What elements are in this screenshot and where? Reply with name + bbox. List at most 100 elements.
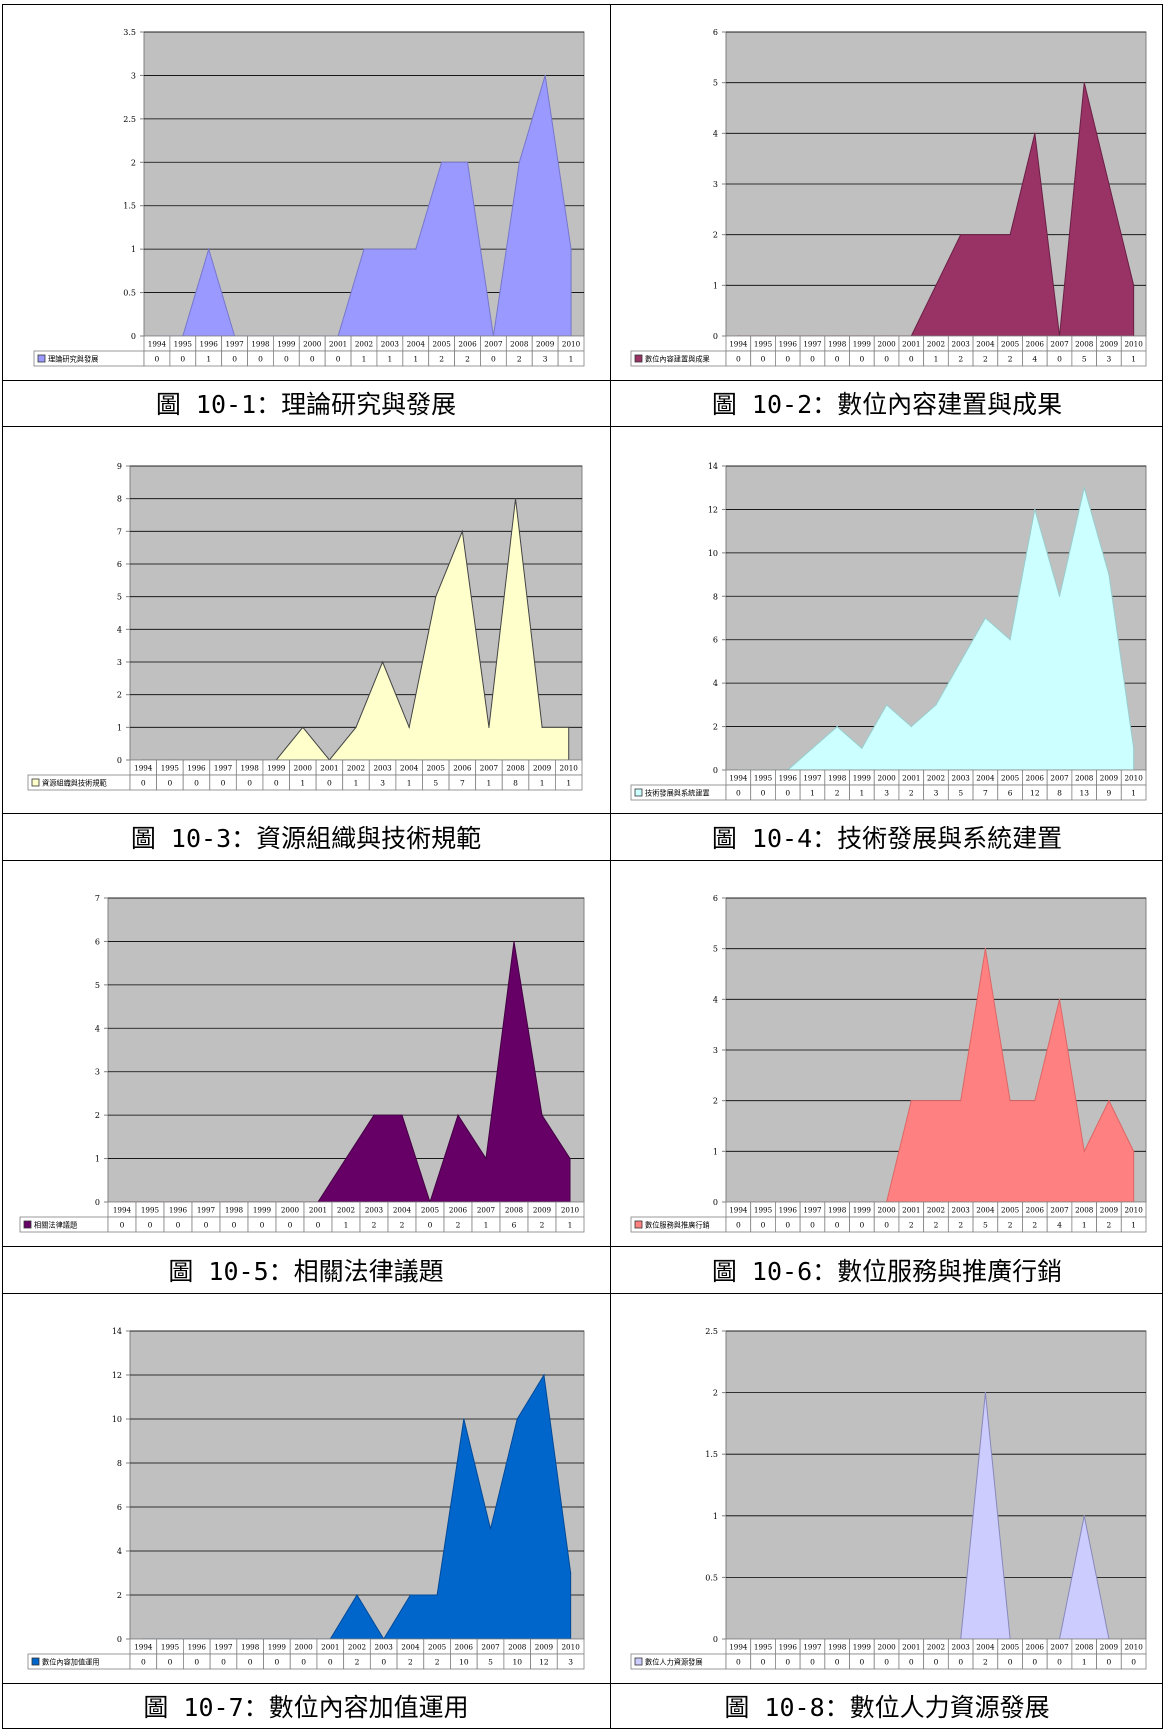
data-point (408, 726, 410, 728)
data-label: 2 (909, 789, 914, 798)
data-label: 0 (232, 1221, 237, 1230)
x-tick-label: 2000 (294, 1643, 313, 1652)
y-tick-label: 8 (713, 592, 718, 601)
x-tick-label: 2006 (1026, 1206, 1045, 1215)
x-tick-label: 1998 (828, 1643, 847, 1652)
x-tick-label: 2009 (535, 1643, 554, 1652)
data-label: 0 (167, 779, 172, 788)
data-point (1034, 132, 1036, 134)
x-tick-label: 2005 (1001, 1206, 1020, 1215)
data-point (466, 161, 469, 163)
x-tick-label: 2006 (453, 764, 472, 773)
data-label: 0 (428, 1221, 433, 1230)
x-tick-label: 2008 (505, 1206, 524, 1215)
data-point (570, 1572, 572, 1574)
data-point (960, 1100, 962, 1102)
x-tick-label: 2007 (484, 340, 503, 349)
y-tick-label: 0 (713, 332, 718, 341)
data-point (1034, 1100, 1036, 1102)
data-point (1009, 234, 1011, 236)
y-tick-label: 3 (713, 180, 718, 189)
data-label: 2 (435, 1658, 440, 1667)
data-point (1133, 1150, 1135, 1152)
data-label: 5 (488, 1658, 493, 1667)
data-point (461, 530, 463, 532)
data-label: 0 (1131, 1658, 1136, 1667)
data-label: 2 (983, 355, 988, 364)
data-label: 1 (387, 355, 392, 364)
data-label: 0 (247, 779, 252, 788)
data-label: 0 (327, 779, 332, 788)
data-label: 0 (785, 789, 790, 798)
x-tick-label: 2008 (1075, 774, 1094, 783)
data-label: 8 (1057, 789, 1062, 798)
y-tick-label: 2 (117, 1591, 122, 1600)
x-tick-label: 1994 (134, 1643, 153, 1652)
table-cell (555, 774, 583, 791)
grid-divider-vertical (610, 4, 611, 1729)
y-tick-label: 6 (95, 937, 100, 946)
x-tick-label: 2002 (355, 340, 373, 349)
data-label: 0 (120, 1221, 125, 1230)
y-tick-label: 0 (131, 332, 136, 341)
data-label: 0 (194, 779, 199, 788)
y-tick-label: 12 (112, 1371, 122, 1380)
x-tick-label: 2010 (561, 1206, 580, 1215)
data-label: 8 (513, 779, 518, 788)
data-point (356, 1594, 358, 1596)
data-label: 0 (176, 1221, 181, 1230)
y-tick-label: 2 (95, 1111, 100, 1120)
y-tick-label: 4 (117, 1547, 122, 1556)
data-label: 1 (859, 789, 864, 798)
x-tick-label: 1998 (240, 764, 259, 773)
data-label: 0 (736, 1221, 741, 1230)
data-label: 1 (934, 355, 939, 364)
x-tick-label: 2010 (560, 764, 579, 773)
x-tick-label: 1998 (828, 1206, 847, 1215)
data-label: 2 (540, 1221, 545, 1230)
data-label: 1 (540, 779, 545, 788)
x-tick-label: 2010 (561, 1643, 580, 1652)
data-point (570, 248, 572, 250)
x-tick-label: 2007 (1050, 340, 1069, 349)
data-label: 0 (909, 1658, 914, 1667)
data-point (363, 248, 365, 250)
data-label: 0 (810, 1221, 815, 1230)
y-tick-label: 0 (117, 1635, 122, 1644)
legend-marker-icon (31, 1657, 40, 1666)
x-tick-label: 2005 (421, 1206, 440, 1215)
y-tick-label: 0 (117, 756, 122, 765)
data-point (516, 1418, 518, 1420)
x-tick-label: 2004 (976, 774, 995, 783)
y-tick-label: 4 (713, 129, 718, 138)
grid-line (2, 1246, 1163, 1247)
x-tick-label: 2005 (432, 340, 451, 349)
data-label: 0 (1032, 1658, 1037, 1667)
data-point (984, 617, 987, 619)
x-tick-label: 2007 (1050, 774, 1069, 783)
y-tick-label: 10 (112, 1415, 122, 1424)
x-tick-label: 1995 (161, 764, 180, 773)
x-tick-label: 1998 (828, 340, 847, 349)
x-tick-label: 2008 (1075, 340, 1094, 349)
y-tick-label: 2 (713, 1097, 718, 1106)
x-tick-label: 2002 (347, 764, 365, 773)
chart-content-value-added: 0 2 4 6 8 10 12 14 1994 1995 1996 1997 1998 1999 2000 2… (14, 1313, 604, 1679)
data-point (514, 498, 517, 500)
data-label: 0 (835, 1221, 840, 1230)
x-tick-label: 2004 (400, 764, 419, 773)
x-tick-label: 1999 (267, 764, 286, 773)
x-tick-label: 2002 (927, 1643, 945, 1652)
figure-caption: 圖 10-7：數位內容加值運用 (143, 1693, 469, 1722)
y-tick-label: 7 (117, 527, 122, 536)
data-label: 2 (983, 1658, 988, 1667)
data-point (389, 248, 391, 250)
x-tick-label: 2009 (533, 1206, 552, 1215)
y-tick-label: 4 (95, 1024, 100, 1033)
data-label: 2 (408, 1658, 413, 1667)
x-tick-label: 1996 (188, 1643, 207, 1652)
y-tick-label: 2.5 (123, 115, 136, 124)
data-point (910, 1100, 912, 1102)
